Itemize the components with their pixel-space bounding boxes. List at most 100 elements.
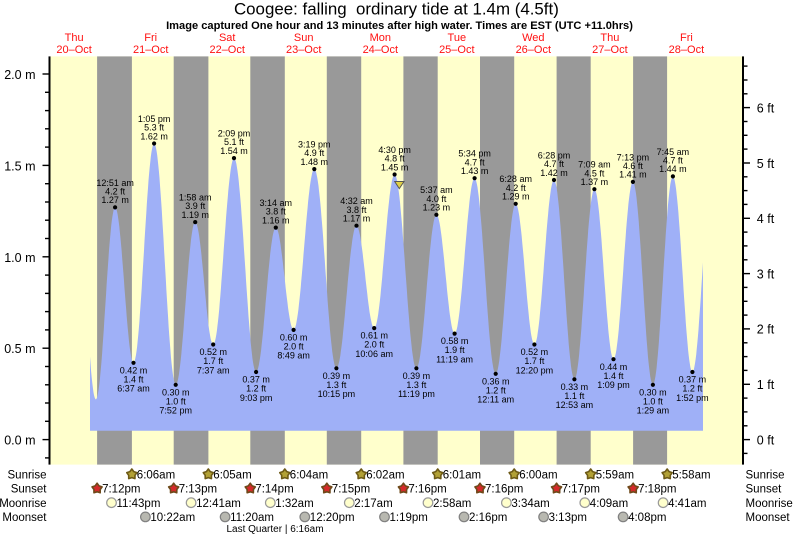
svg-text:4.5 ft: 4.5 ft [584,168,605,178]
svg-text:Sat: Sat [219,32,236,44]
svg-text:1:05 pm: 1:05 pm [138,114,171,124]
svg-text:1.3 ft: 1.3 ft [326,380,347,390]
svg-text:1.37 m: 1.37 m [581,177,609,187]
svg-text:0.37 m: 0.37 m [242,375,270,385]
svg-text:24–Oct: 24–Oct [363,44,398,56]
svg-text:4.7 ft: 4.7 ft [465,157,486,167]
svg-text:1 ft: 1 ft [757,378,775,392]
svg-text:0.42 m: 0.42 m [120,365,148,375]
svg-text:Mon: Mon [370,32,391,44]
svg-text:0.52 m: 0.52 m [199,347,227,357]
svg-text:1.1 ft: 1.1 ft [564,391,585,401]
svg-text:1.2 ft: 1.2 ft [246,384,267,394]
svg-text:0.52 m: 0.52 m [521,347,549,357]
svg-text:7:12pm: 7:12pm [102,484,140,496]
svg-text:Coogee: falling ordinary tide: Coogee: falling ordinary tide at 1.4m (4… [234,0,559,18]
svg-text:4.0 ft: 4.0 ft [426,194,447,204]
svg-text:5:59am: 5:59am [596,470,634,482]
svg-text:23–Oct: 23–Oct [286,44,321,56]
svg-text:Image captured One hour and 13: Image captured One hour and 13 minutes a… [166,20,633,32]
svg-text:7:16pm: 7:16pm [485,484,523,496]
svg-text:2:16pm: 2:16pm [469,512,507,524]
svg-text:11:19 pm: 11:19 pm [398,389,435,399]
svg-text:0.30 m: 0.30 m [639,387,667,397]
svg-text:5.3 ft: 5.3 ft [144,123,165,133]
svg-text:4.7 ft: 4.7 ft [663,156,684,166]
svg-text:1.2 ft: 1.2 ft [486,385,507,395]
svg-text:1.0 ft: 1.0 ft [166,396,187,406]
svg-text:6:37 am: 6:37 am [117,384,150,394]
svg-text:7:37 am: 7:37 am [197,365,230,375]
svg-text:6:02am: 6:02am [366,470,404,482]
svg-text:12:41am: 12:41am [196,498,241,510]
svg-text:1.9 ft: 1.9 ft [445,345,466,355]
svg-text:Sunset: Sunset [11,484,48,496]
svg-text:1.48 m: 1.48 m [301,157,329,167]
svg-text:6:28 pm: 6:28 pm [538,150,571,160]
svg-text:4:30 pm: 4:30 pm [378,145,411,155]
svg-text:1.7 ft: 1.7 ft [203,356,224,366]
svg-text:6:05am: 6:05am [213,470,251,482]
svg-text:3.9 ft: 3.9 ft [185,201,206,211]
svg-text:4.7 ft: 4.7 ft [544,159,565,169]
svg-text:2:09 pm: 2:09 pm [218,129,251,139]
svg-text:2 ft: 2 ft [757,323,775,337]
svg-text:1.41 m: 1.41 m [619,170,647,180]
svg-text:2.0 m: 2.0 m [4,68,35,82]
svg-text:3.8 ft: 3.8 ft [346,205,367,215]
svg-text:4:09am: 4:09am [590,498,628,510]
svg-text:0.37 m: 0.37 m [679,375,707,385]
svg-text:25–Oct: 25–Oct [439,44,474,56]
svg-text:1:52 pm: 1:52 pm [676,393,709,403]
svg-text:7:45 am: 7:45 am [657,147,690,157]
svg-text:12:11 am: 12:11 am [477,395,514,405]
svg-text:26–Oct: 26–Oct [516,44,551,56]
svg-text:12:51 am: 12:51 am [96,178,134,188]
svg-text:Moonset: Moonset [746,512,791,524]
svg-text:1.0 m: 1.0 m [4,251,35,265]
svg-text:6:28 am: 6:28 am [499,174,532,184]
svg-text:6:01am: 6:01am [443,470,481,482]
svg-text:0.44 m: 0.44 m [600,362,628,372]
svg-text:12:20 pm: 12:20 pm [516,365,554,375]
svg-text:1.29 m: 1.29 m [502,192,530,202]
svg-text:0.33 m: 0.33 m [561,382,589,392]
svg-text:20–Oct: 20–Oct [56,44,91,56]
svg-text:1:32am: 1:32am [275,498,313,510]
svg-text:1.4 ft: 1.4 ft [123,374,144,384]
svg-text:4:08pm: 4:08pm [628,512,666,524]
svg-text:Moonset: Moonset [2,512,47,524]
svg-text:Sunrise: Sunrise [746,470,785,482]
svg-text:4.6 ft: 4.6 ft [623,161,644,171]
svg-text:1.23 m: 1.23 m [423,203,451,213]
svg-text:1.45 m: 1.45 m [381,162,409,172]
svg-text:1.16 m: 1.16 m [262,215,290,225]
svg-text:1.0 ft: 1.0 ft [643,396,664,406]
svg-text:0.60 m: 0.60 m [280,333,308,343]
svg-text:9:03 pm: 9:03 pm [240,393,273,403]
svg-text:1.5 m: 1.5 m [4,159,35,173]
svg-text:Sun: Sun [294,32,314,44]
svg-text:4:32 am: 4:32 am [340,196,373,206]
svg-text:Fri: Fri [680,32,693,44]
svg-text:4:41am: 4:41am [668,498,706,510]
svg-text:6:06am: 6:06am [137,470,175,482]
svg-text:3:34am: 3:34am [511,498,549,510]
svg-text:28–Oct: 28–Oct [669,44,704,56]
svg-text:5 ft: 5 ft [757,157,775,171]
svg-text:7:17pm: 7:17pm [562,484,600,496]
svg-text:1:19pm: 1:19pm [390,512,428,524]
svg-text:7:52 pm: 7:52 pm [159,406,192,416]
svg-text:Thu: Thu [600,32,619,44]
svg-text:Sunset: Sunset [746,484,783,496]
svg-text:1.44 m: 1.44 m [659,164,687,174]
svg-text:7:13 pm: 7:13 pm [617,152,650,162]
svg-text:1.17 m: 1.17 m [343,214,371,224]
svg-text:27–Oct: 27–Oct [592,44,627,56]
svg-text:7:16pm: 7:16pm [408,484,446,496]
svg-text:12:53 am: 12:53 am [556,400,594,410]
svg-text:6 ft: 6 ft [757,101,775,115]
svg-text:4.2 ft: 4.2 ft [506,183,527,193]
svg-text:8:49 am: 8:49 am [277,351,310,361]
svg-text:21–Oct: 21–Oct [133,44,168,56]
